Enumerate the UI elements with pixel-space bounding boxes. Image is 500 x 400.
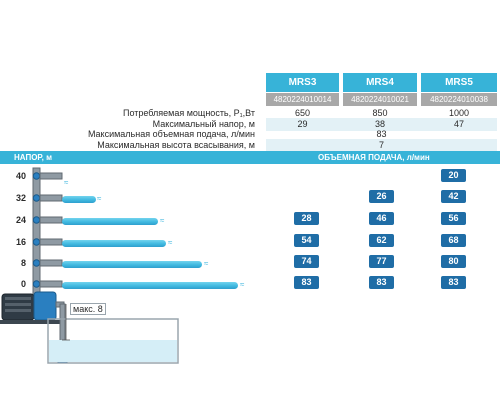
flow-badge: 20 <box>441 169 466 182</box>
flow-badge: 26 <box>369 190 394 203</box>
pipe-branch <box>39 194 63 202</box>
water-tank <box>47 318 179 364</box>
pipe-branch <box>39 259 63 267</box>
pipe-coupling-icon <box>32 280 41 288</box>
model-code-mrs3: 4820224010014 <box>266 93 339 106</box>
pipe-branch <box>39 280 63 288</box>
model-name-mrs3: MRS3 <box>266 73 339 92</box>
spec-power-mrs4: 850 <box>372 108 388 118</box>
spec-label-flow: Максимальная объемная подача, л/мин <box>87 129 255 139</box>
pipe-coupling-icon <box>32 238 41 246</box>
flow-badge: 42 <box>441 190 466 203</box>
spec-row-power: Потребляемая мощность, P₁,Вт 650 850 100… <box>0 107 500 120</box>
spec-row-flow: Максимальная объемная подача, л/мин 83 <box>0 128 500 141</box>
flow-badge: 62 <box>369 234 394 247</box>
model-name-mrs4: MRS4 <box>343 73 417 92</box>
flow-badge: 28 <box>294 212 319 225</box>
level-label: 8 <box>20 258 26 268</box>
spec-head-mrs5: 47 <box>453 119 464 129</box>
spec-band <box>266 118 497 131</box>
spec-flow-value: 83 <box>376 129 387 139</box>
spec-label-suction: Максимальная высота всасывания, м <box>97 140 255 150</box>
flow-badge: 54 <box>294 234 319 247</box>
spec-label-head: Максимальный напор, м <box>152 119 255 129</box>
flow-badge: 74 <box>294 255 319 268</box>
pipe-branch <box>39 216 63 224</box>
spec-suction-value: 7 <box>378 140 384 150</box>
level-label: 32 <box>15 193 26 203</box>
flow-axis-label: ОБЪЕМНАЯ ПОДАЧА, л/мин <box>318 153 430 162</box>
spec-band <box>266 139 497 152</box>
model-code-mrs4: 4820224010021 <box>343 93 417 106</box>
spec-label-power: Потребляемая мощность, P₁,Вт <box>122 108 255 118</box>
water-jet-icon <box>62 240 166 247</box>
flow-badge: 46 <box>369 212 394 225</box>
spec-row-suction: Максимальная высота всасывания, м 7 <box>0 139 500 152</box>
spec-head-mrs4: 38 <box>374 119 385 129</box>
table-header-bar: НАПОР, м ОБЪЕМНАЯ ПОДАЧА, л/мин <box>0 151 500 164</box>
water-spray-icon: ≈ <box>204 259 209 268</box>
level-label: 24 <box>15 215 26 225</box>
flow-badge: 68 <box>441 234 466 247</box>
water-spray-icon: ≈ <box>168 238 173 247</box>
spec-power-mrs5: 1000 <box>448 108 470 118</box>
spec-head-mrs3: 29 <box>297 119 308 129</box>
flow-badge: 80 <box>441 255 466 268</box>
model-name-mrs5: MRS5 <box>421 73 497 92</box>
water-jet-icon <box>62 261 202 268</box>
water-spray-icon: ≈ <box>97 194 102 203</box>
pipe-system-illustration <box>0 167 179 364</box>
water-jet-icon: ≈ <box>64 178 69 187</box>
water-jet-icon <box>62 218 158 225</box>
flow-badge: 83 <box>294 276 319 289</box>
pipe-branch <box>39 172 63 180</box>
water-jet-icon <box>62 196 96 203</box>
water-jet-icon <box>62 282 238 289</box>
pipe-branch <box>39 238 63 246</box>
level-label: 0 <box>20 279 26 289</box>
spec-power-mrs3: 650 <box>294 108 311 118</box>
flow-badge: 56 <box>441 212 466 225</box>
level-label: 16 <box>15 237 26 247</box>
flow-badge: 83 <box>441 276 466 289</box>
spec-row-head: Максимальный напор, м 29 38 47 <box>0 118 500 131</box>
suction-height-label: макс. 8 <box>70 303 106 315</box>
water-spray-icon: ≈ <box>160 216 165 225</box>
water-spray-icon: ≈ <box>240 280 245 289</box>
pump-icon <box>0 291 60 324</box>
head-axis-label: НАПОР, м <box>14 153 53 162</box>
pipe-coupling-icon <box>32 216 41 224</box>
flow-badge: 77 <box>369 255 394 268</box>
flow-badge: 83 <box>369 276 394 289</box>
pipe-coupling-icon <box>32 259 41 267</box>
pipe-icon <box>32 167 41 301</box>
water-surface <box>49 340 177 362</box>
level-label: 40 <box>15 171 26 181</box>
model-code-mrs5: 4820224010038 <box>421 93 497 106</box>
pipe-coupling-icon <box>32 172 41 180</box>
pipe-coupling-icon <box>32 194 41 202</box>
